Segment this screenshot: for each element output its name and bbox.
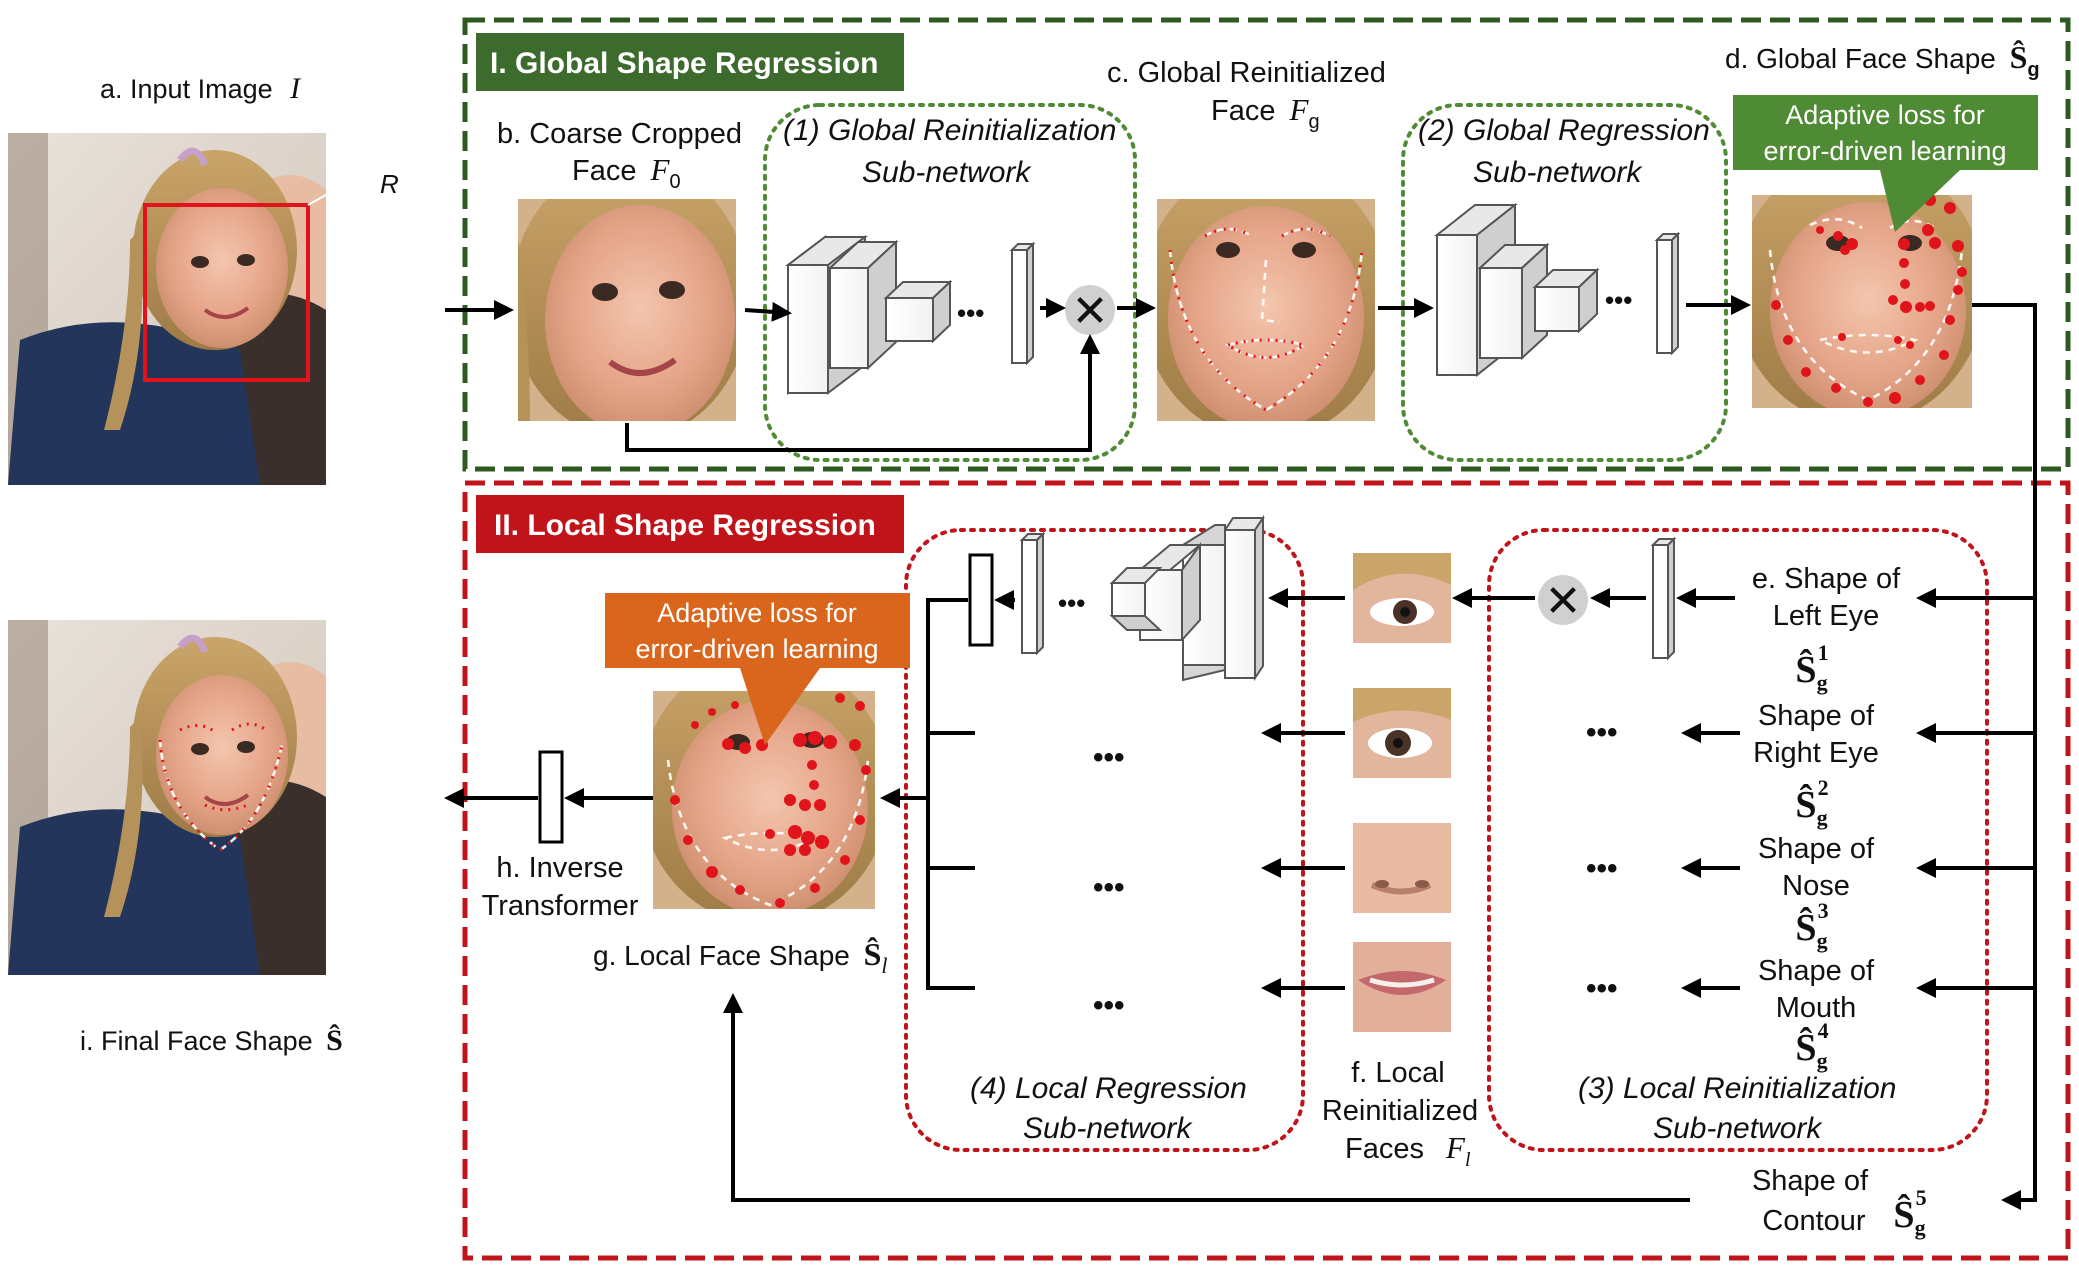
local-reg-ellipsis-row4: ••• [1093, 989, 1125, 1022]
global-reinit-subnet-title: (1) Global Reinitialization [783, 114, 1117, 147]
local-patch-nose [1353, 823, 1451, 913]
local-shape-landmarks [670, 693, 871, 908]
global-reg-subnet-subtitle: Sub-network [1473, 156, 1643, 189]
inverse-transformer-label-line2: Transformer [482, 890, 639, 922]
local-reinit-ellipsis-row2: ••• [1586, 716, 1618, 749]
face-roi-box [143, 203, 310, 382]
global-section-title: I. Global Shape Regression [490, 47, 878, 80]
local-adaptive-loss-callout: Adaptive loss for error-driven learning [605, 593, 910, 745]
input-image-label: a. Input Image I [100, 72, 302, 105]
svg-text:Ŝg4: Ŝg4 [1795, 1018, 1828, 1073]
local-reinit-ellipsis-row4: ••• [1586, 972, 1618, 1005]
local-reg-subnet-subtitle: Sub-network [1023, 1112, 1193, 1145]
part-right-eye-label: Shape of Right Eye Ŝg2 [1753, 700, 1879, 830]
local-patch-mouth [1353, 942, 1451, 1032]
part-mouth-label: Shape of Mouth Ŝg4 [1758, 955, 1875, 1073]
inverse-transformer-label-line1: h. Inverse [496, 852, 623, 884]
local-multiply-symbol: ✕ [1545, 577, 1582, 626]
local-faces-label-line3: Faces Fl [1345, 1130, 1471, 1171]
part-contour-label: Shape of Contour Ŝg5 [1752, 1165, 1927, 1240]
svg-text:e. Shape of: e. Shape of [1752, 563, 1901, 595]
svg-text:Left Eye: Left Eye [1773, 600, 1879, 632]
coarse-face-image [518, 199, 736, 421]
local-reg-ellipsis-row2: ••• [1093, 741, 1125, 774]
roi-label: R [380, 169, 399, 199]
local-multiply-node: ✕ [1538, 575, 1588, 626]
svg-text:Ŝg5: Ŝg5 [1893, 1185, 1926, 1240]
local-reinit-subnet-title: (3) Local Reinitialization [1578, 1072, 1897, 1105]
global-reinit-face-label-line2: Face Fg [1211, 92, 1320, 133]
flow-arrows [444, 295, 2037, 1210]
local-reinit-ellipsis-row3: ••• [1586, 852, 1618, 885]
local-section-frame [462, 480, 2071, 1261]
local-section-title-bg [476, 495, 904, 553]
global-reg-cnn-blocks [1434, 202, 1681, 378]
input-image [8, 133, 326, 485]
local-reinit-subnet-subtitle: Sub-network [1653, 1112, 1823, 1145]
global-section-title-bg [476, 33, 904, 91]
local-callout-line2: error-driven learning [635, 634, 878, 664]
global-reinit-subnet-frame [763, 103, 1137, 462]
local-reg-subnet-frame [904, 528, 1305, 1152]
svg-text:Ŝg1: Ŝg1 [1795, 640, 1828, 695]
coarse-face-label-line2: Face F0 [572, 152, 681, 193]
local-reinit-fc-layer [1650, 536, 1677, 661]
local-reg-ellipsis-row3: ••• [1093, 871, 1125, 904]
global-shape-landmarks [1771, 194, 1967, 407]
global-reinit-cnn-blocks [785, 234, 1036, 396]
svg-text:Ŝg3: Ŝg3 [1795, 898, 1828, 953]
svg-text:Shape of: Shape of [1752, 1165, 1869, 1197]
global-face-shape-image [1752, 195, 1972, 408]
global-reg-ellipsis: ••• [1605, 285, 1632, 315]
svg-text:Mouth: Mouth [1776, 992, 1857, 1024]
svg-text:Shape of: Shape of [1758, 955, 1875, 987]
global-section-frame [462, 17, 2071, 472]
global-reg-subnet-title: (2) Global Regression [1418, 114, 1710, 147]
part-nose-label: Shape of Nose Ŝg3 [1758, 833, 1875, 953]
local-faces-label-line2: Reinitialized [1322, 1095, 1478, 1127]
svg-text:Contour: Contour [1762, 1205, 1866, 1237]
local-face-shape-label: g. Local Face Shape Ŝl [593, 936, 888, 978]
global-callout-line2: error-driven learning [1763, 136, 2006, 166]
local-reg-subnet-title: (4) Local Regression [970, 1072, 1247, 1105]
global-face-shape-label: d. Global Face Shape Ŝg [1725, 39, 2040, 81]
local-patch-right-eye [1353, 688, 1451, 778]
coarse-face-label-line1: b. Coarse Cropped [497, 118, 742, 150]
global-reg-subnet-frame [1401, 103, 1728, 462]
part-left-eye-label: e. Shape of Left Eye Ŝg1 [1752, 563, 1901, 695]
local-reg-cnn-blocks [968, 514, 1265, 682]
local-patch-left-eye [1353, 553, 1451, 643]
global-multiply-symbol: ✕ [1072, 287, 1109, 336]
final-face-shape-label: i. Final Face Shape Ŝ [80, 1024, 343, 1057]
svg-text:Right Eye: Right Eye [1753, 737, 1879, 769]
svg-text:Nose: Nose [1782, 870, 1850, 902]
final-image [8, 620, 326, 975]
local-reinit-subnet-frame [1487, 528, 1989, 1152]
inverse-transformer-layer [538, 750, 564, 844]
global-reinit-subnet-subtitle: Sub-network [862, 156, 1032, 189]
svg-text:Shape of: Shape of [1758, 700, 1875, 732]
local-faces-label-line1: f. Local [1351, 1057, 1445, 1089]
global-adaptive-loss-callout: Adaptive loss for error-driven learning [1733, 95, 2038, 232]
local-reg-ellipsis-top: ••• [1058, 588, 1085, 618]
svg-text:Shape of: Shape of [1758, 833, 1875, 865]
global-reinit-ellipsis: ••• [957, 298, 984, 328]
local-section-title: II. Local Shape Regression [494, 509, 876, 542]
local-callout-line1: Adaptive loss for [657, 598, 857, 628]
global-multiply-node: ✕ [1065, 285, 1115, 336]
svg-text:Ŝg2: Ŝg2 [1795, 775, 1828, 830]
global-reinit-face-label-line1: c. Global Reinitialized [1107, 57, 1386, 89]
global-callout-line1: Adaptive loss for [1785, 100, 1985, 130]
global-reinit-face-image [1157, 199, 1375, 421]
